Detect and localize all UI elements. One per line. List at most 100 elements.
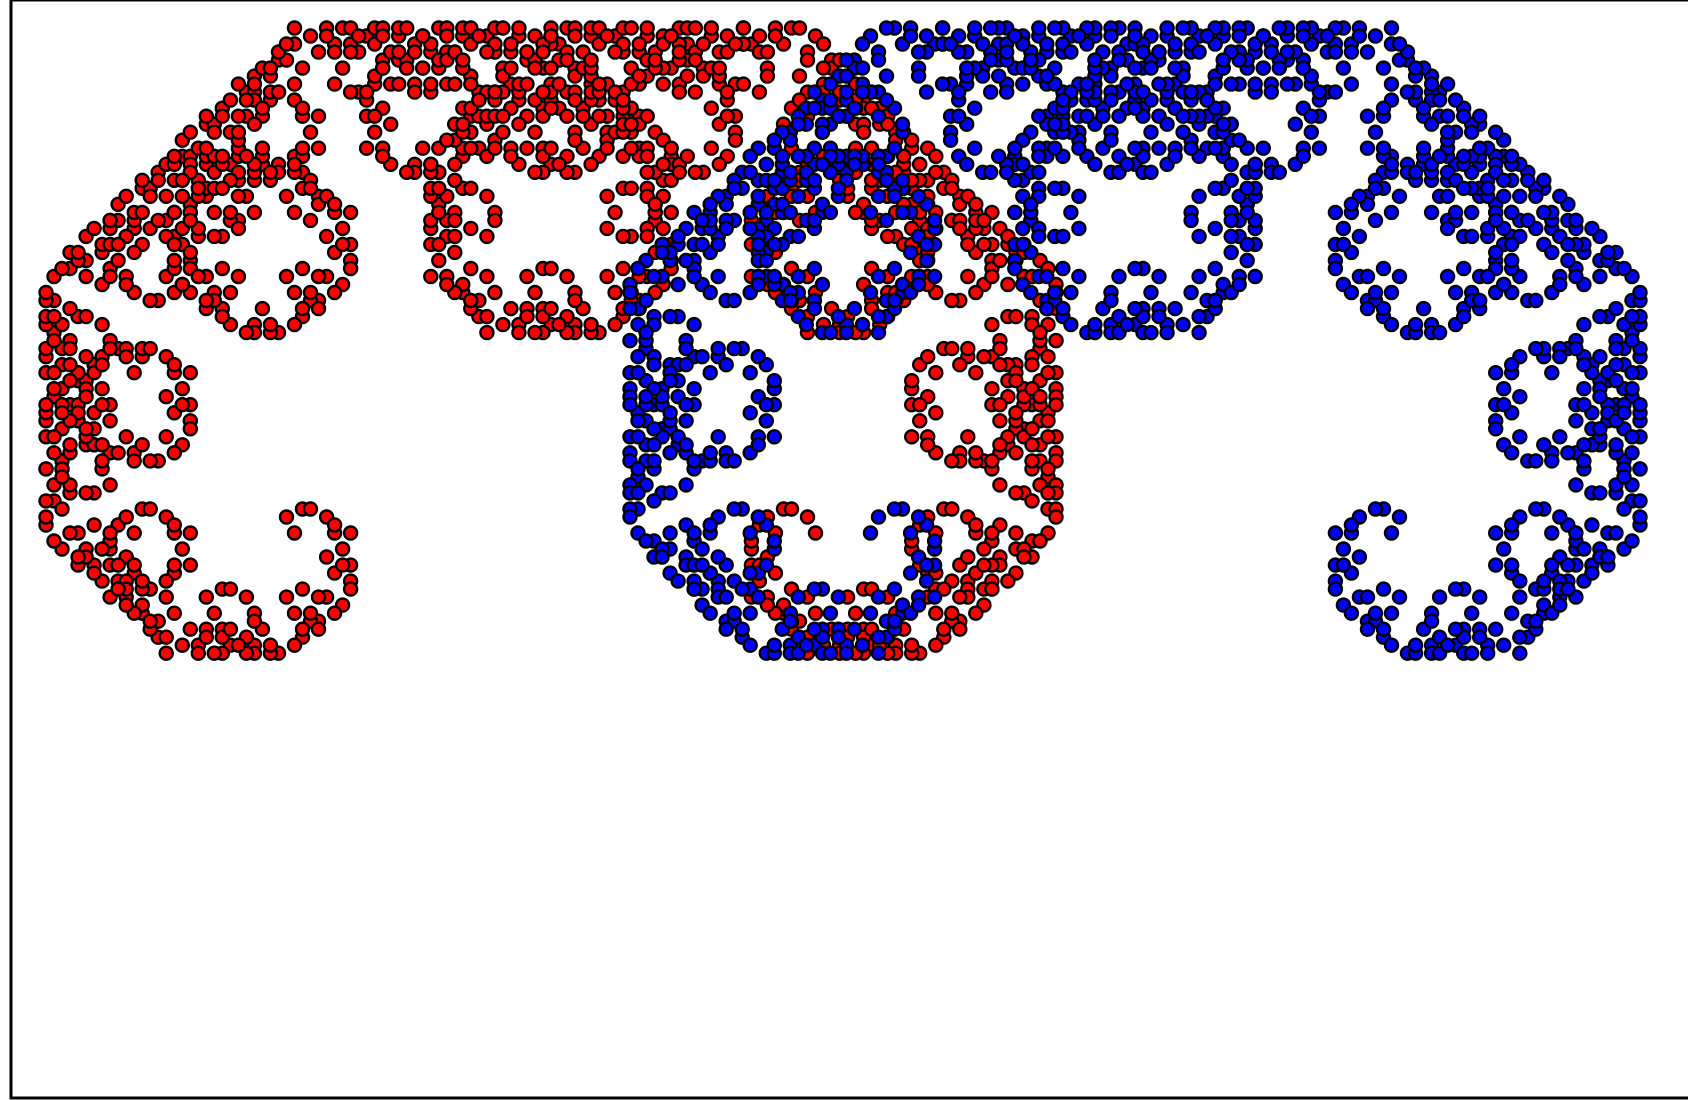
curve-marker [790,268,806,285]
curve-marker [735,76,752,92]
curve-marker [567,28,583,44]
curve-marker [166,557,183,573]
curve-marker [710,236,726,253]
curve-marker [174,188,191,205]
curve-marker [822,204,839,221]
curve-marker [1512,188,1528,205]
curve-marker [678,477,694,493]
curve-marker [782,613,798,629]
curve-marker [262,164,279,181]
curve-marker [1495,637,1512,653]
curve-marker [1159,20,1175,36]
curve-marker [951,84,967,100]
curve-marker [1415,300,1432,317]
curve-marker [294,300,311,317]
curve-marker [726,453,742,469]
curve-marker [1247,156,1263,173]
curve-marker [999,84,1015,100]
curve-marker [1544,525,1560,541]
curve-marker [487,212,503,229]
curve-marker [1495,172,1512,189]
curve-marker [1032,533,1048,549]
curve-marker [1151,268,1167,285]
curve-marker [1040,461,1056,477]
curve-marker [1143,164,1159,181]
curve-marker [1383,20,1400,36]
curve-marker [960,429,976,445]
curve-marker [991,148,1007,165]
curve-marker [630,429,646,445]
curve-marker [910,44,927,60]
curve-marker [559,108,575,124]
curve-marker [1023,196,1039,213]
curve-marker [1503,605,1520,621]
curve-marker [431,180,447,197]
curve-marker [110,581,126,597]
curve-marker [822,76,839,92]
curve-marker [1503,204,1520,221]
curve-marker [391,44,407,60]
curve-marker [1455,260,1472,277]
curve-marker [1552,597,1568,613]
curve-marker [519,268,535,285]
curve-marker [639,20,655,36]
curve-marker [455,52,471,68]
curve-marker [870,589,887,605]
curve-marker [806,300,823,317]
curve-marker [78,485,94,501]
curve-marker [1295,60,1312,76]
curve-marker [238,92,255,108]
curve-marker [1335,557,1352,573]
curve-marker [326,196,343,213]
curve-marker [222,581,239,597]
curve-marker [976,541,992,557]
curve-marker [431,252,447,269]
curve-marker [126,365,142,381]
curve-marker [623,140,639,156]
curve-marker [182,244,199,261]
curve-marker [854,84,871,100]
curve-marker [1375,260,1392,277]
curve-marker [1087,156,1103,173]
curve-marker [1552,276,1568,293]
curve-marker [758,397,774,413]
curve-marker [718,357,734,373]
curve-marker [782,204,798,221]
curve-marker [166,445,183,461]
curve-marker [1071,220,1087,237]
curve-marker [102,525,118,541]
curve-marker [1528,613,1544,629]
curve-marker [238,148,255,165]
curve-marker [102,413,118,429]
curve-marker [182,525,199,541]
curve-marker [991,68,1007,84]
curve-marker [1503,357,1520,373]
curve-marker [1175,124,1191,140]
curve-marker [639,164,655,181]
curve-marker [367,124,383,140]
curve-marker [1632,397,1648,413]
curve-marker [967,20,983,36]
curve-marker [1040,349,1056,365]
curve-marker [463,180,479,197]
curve-marker [662,485,678,501]
curve-marker [222,621,239,637]
curve-marker [1608,373,1624,389]
curve-marker [984,381,1000,397]
curve-marker [206,228,223,245]
curve-marker [1063,44,1079,60]
curve-marker [1199,92,1215,108]
curve-marker [1295,28,1312,44]
curve-marker [904,637,920,653]
curve-marker [846,100,863,116]
curve-marker [806,581,823,597]
curve-marker [1071,268,1087,285]
curve-marker [559,52,575,68]
curve-marker [1191,324,1207,341]
curve-marker [439,132,455,148]
curve-marker [759,68,776,84]
curve-marker [1055,260,1071,277]
curve-marker [198,140,215,156]
curve-marker [750,236,766,253]
curve-marker [1040,485,1056,501]
